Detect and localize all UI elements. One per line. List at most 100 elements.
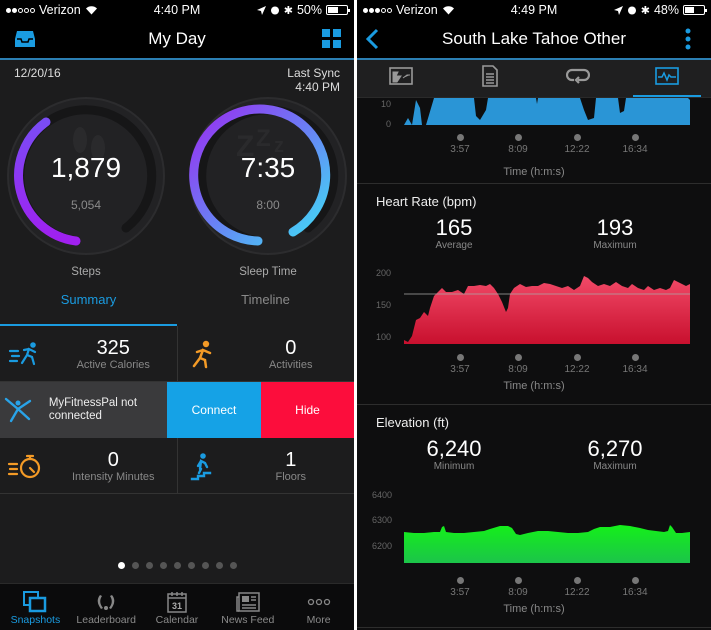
elevation-chart bbox=[404, 525, 690, 563]
steps-ring[interactable]: 1,879 5,054 Steps bbox=[6, 94, 166, 284]
active-calories-card[interactable]: 325 Active Calories bbox=[0, 326, 177, 381]
tab-news-feed-label: News Feed bbox=[221, 614, 275, 626]
tab-snapshots[interactable]: Snapshots bbox=[0, 584, 71, 630]
battery-percent: 50% bbox=[296, 3, 322, 17]
stopwatch-icon bbox=[0, 453, 50, 479]
x-tick: 12:22 bbox=[564, 144, 590, 155]
status-bar: Verizon 4:49 PM ✱ 48% bbox=[357, 0, 711, 20]
my-day-screen: Verizon 4:40 PM ✱ 50% My Day 12/20/16 La… bbox=[0, 0, 354, 630]
tab-laps[interactable] bbox=[534, 60, 623, 97]
stats-row-2: 0 Intensity Minutes 1 Floors bbox=[0, 438, 354, 494]
tab-calendar-label: Calendar bbox=[155, 614, 199, 626]
elevation-title: Elevation (ft) bbox=[376, 415, 449, 430]
elevation-maximum: 6,270 Maximum bbox=[565, 436, 665, 473]
elevation-minimum-label: Minimum bbox=[433, 461, 475, 472]
day-info: 12/20/16 Last Sync 4:40 PM bbox=[0, 60, 354, 94]
page-dot[interactable] bbox=[229, 562, 237, 569]
activities-label: Activities bbox=[269, 358, 313, 371]
connect-button[interactable]: Connect bbox=[167, 382, 261, 438]
snapshots-icon bbox=[23, 590, 47, 614]
sleep-label: Sleep Time bbox=[239, 266, 297, 278]
x-tick: 12:22 bbox=[564, 587, 590, 598]
myfitnesspal-banner: MyFitnessPal not connected Connect Hide bbox=[0, 382, 354, 438]
steps-value: 1,879 bbox=[50, 152, 122, 183]
elevation-section: Elevation (ft) 6,240 Minimum 6,270 Maxim… bbox=[357, 405, 711, 628]
inbox-icon[interactable] bbox=[14, 29, 36, 54]
intensity-minutes-value: 0 bbox=[107, 448, 119, 471]
myfitnesspal-info: MyFitnessPal not connected bbox=[0, 382, 167, 438]
last-sync: Last Sync 4:40 PM bbox=[287, 66, 340, 94]
page-dot[interactable] bbox=[173, 562, 181, 569]
y-tick: 6300 bbox=[371, 515, 392, 525]
calendar-icon: 31 bbox=[167, 590, 187, 614]
battery-icon bbox=[326, 5, 350, 15]
alarm-icon bbox=[627, 6, 636, 15]
nav-bar: My Day bbox=[0, 20, 354, 60]
tab-more[interactable]: More bbox=[283, 584, 354, 630]
tab-details[interactable] bbox=[446, 60, 535, 97]
y-tick: 0 bbox=[385, 119, 391, 129]
page-dot[interactable] bbox=[187, 562, 195, 569]
last-sync-time: 4:40 PM bbox=[295, 80, 340, 94]
hr-maximum: 193 Maximum bbox=[565, 216, 665, 252]
elevation-maximum-value: 6,270 bbox=[587, 436, 643, 461]
hide-button[interactable]: Hide bbox=[261, 382, 354, 438]
kebab-icon[interactable] bbox=[685, 28, 691, 55]
more-icon bbox=[307, 590, 331, 614]
sleep-goal: 8:00 bbox=[256, 198, 280, 212]
summary-tabs: Summary Timeline bbox=[0, 284, 354, 326]
grid-icon[interactable] bbox=[322, 29, 342, 54]
page-dot[interactable] bbox=[131, 562, 139, 569]
active-calories-label: Active Calories bbox=[76, 358, 150, 371]
running-fast-icon bbox=[0, 341, 50, 367]
tab-more-label: More bbox=[306, 614, 331, 626]
page-dot[interactable] bbox=[215, 562, 223, 569]
activities-card[interactable]: 0 Activities bbox=[176, 326, 355, 381]
top-area-chart bbox=[404, 98, 690, 125]
y-tick: 6400 bbox=[371, 490, 392, 500]
tab-timeline[interactable]: Timeline bbox=[241, 292, 290, 307]
alarm-icon bbox=[270, 6, 279, 15]
heart-rate-title: Heart Rate (bpm) bbox=[376, 194, 477, 209]
laurel-icon bbox=[94, 590, 118, 614]
running-icon bbox=[178, 339, 228, 369]
tab-charts[interactable] bbox=[623, 60, 711, 97]
tab-summary[interactable]: Summary bbox=[0, 284, 177, 326]
steps-goal: 5,054 bbox=[70, 198, 102, 212]
heart-rate-chart bbox=[404, 276, 690, 344]
newspaper-icon bbox=[236, 590, 260, 614]
tab-news-feed[interactable]: News Feed bbox=[212, 584, 283, 630]
page-dot[interactable] bbox=[201, 562, 209, 569]
x-tick: 16:34 bbox=[622, 144, 648, 155]
tab-map[interactable] bbox=[357, 60, 446, 97]
svg-text:z: z bbox=[274, 135, 284, 157]
status-bar: Verizon 4:40 PM ✱ 50% bbox=[0, 0, 354, 20]
activities-value: 0 bbox=[285, 336, 297, 359]
x-axis-label: Time (h:m:s) bbox=[503, 603, 565, 615]
x-tick: 3:57 bbox=[450, 144, 470, 155]
laps-icon bbox=[566, 67, 591, 90]
svg-text:31: 31 bbox=[172, 601, 182, 611]
floors-value: 1 bbox=[285, 448, 297, 471]
battery-percent: 48% bbox=[653, 3, 679, 17]
x-axis-label: Time (h:m:s) bbox=[503, 380, 565, 392]
page-dot[interactable] bbox=[117, 562, 125, 569]
tab-leaderboard[interactable]: Leaderboard bbox=[71, 584, 142, 630]
signal-icon bbox=[6, 7, 35, 13]
page-dot[interactable] bbox=[145, 562, 153, 569]
page-dot[interactable] bbox=[159, 562, 167, 569]
active-calories-value: 325 bbox=[96, 336, 130, 359]
x-tick: 16:34 bbox=[622, 587, 648, 598]
floors-card[interactable]: 1 Floors bbox=[176, 438, 355, 493]
intensity-minutes-label: Intensity Minutes bbox=[71, 470, 155, 483]
top-chart-section: 10 0 3:57 8:09 12:22 16:34 Time (h:m:s) bbox=[357, 98, 711, 184]
intensity-minutes-card[interactable]: 0 Intensity Minutes bbox=[0, 438, 177, 493]
charts-icon bbox=[654, 67, 679, 90]
back-chevron-icon[interactable] bbox=[365, 28, 379, 55]
carrier: Verizon bbox=[39, 3, 81, 17]
tab-calendar[interactable]: 31 Calendar bbox=[142, 584, 213, 630]
page-indicator[interactable] bbox=[0, 562, 354, 569]
